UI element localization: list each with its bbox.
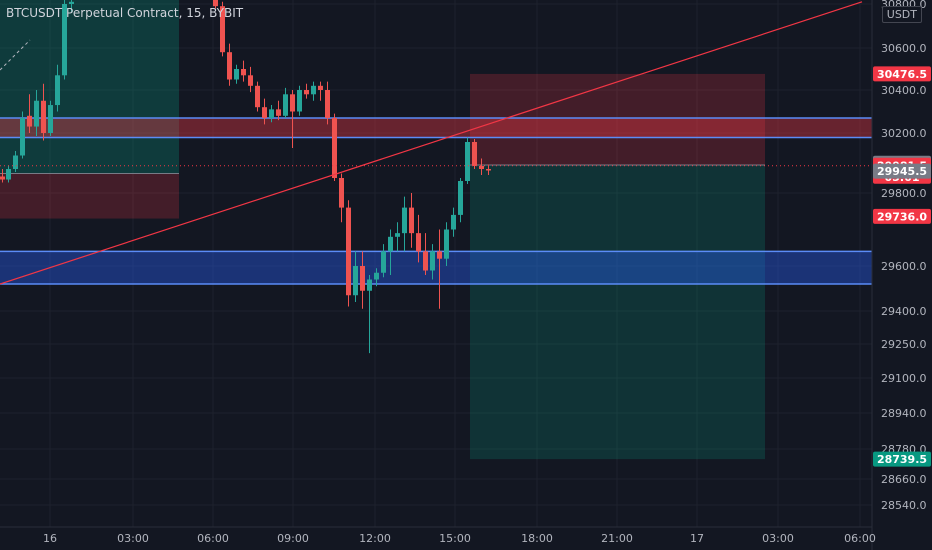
candle-up [48,105,53,133]
candle-down [304,90,309,95]
candle-up [367,279,372,291]
candle-down [213,0,218,7]
candle-up [451,214,456,230]
candle-down [486,169,491,171]
price-label-badge [873,208,931,224]
price-label-text: 29736.0 [877,210,927,223]
candle-up [458,181,463,215]
candle-down [437,251,442,259]
price-tick-label: 29800.0 [881,187,927,200]
candle-down [27,115,32,127]
candle-down [339,178,344,208]
candle-down [360,266,365,291]
candle-down [41,100,46,133]
candle-down [346,207,351,296]
candle-up [283,94,288,116]
time-tick-label: 18:00 [521,532,553,545]
candle-up [69,1,74,4]
candle-down [325,90,330,118]
time-tick-label: 06:00 [844,532,876,545]
candle-down [220,6,225,53]
candle-up [311,85,316,95]
candle-up [20,117,25,156]
old-position-profit-area [0,0,179,174]
candle-down [332,117,337,178]
time-tick-label: 03:00 [762,532,794,545]
candle-down [409,207,414,234]
candle-down [416,233,421,252]
price-axis [872,0,932,550]
price-tick-label: 29100.0 [881,372,927,385]
time-tick-label: 06:00 [197,532,229,545]
candle-up [430,251,435,271]
price-tick-label: 29400.0 [881,305,927,318]
candle-up [353,266,358,296]
candle-up [55,75,60,106]
candle-up [62,4,67,76]
candle-up [374,272,379,280]
candle-down [472,142,477,166]
candle-down [227,52,232,80]
old-position-loss-area [0,173,179,219]
candle-down [479,166,484,169]
candle-down [318,85,323,90]
candle-up [444,229,449,259]
candle-up [395,233,400,237]
time-tick-label: 12:00 [359,532,391,545]
chart-title: BTCUSDT Perpetual Contract, 15, BYBIT [6,6,244,20]
price-label-badge [873,163,931,179]
price-label-text: 30476.5 [877,68,927,81]
price-tick-label: 28660.0 [881,473,927,486]
candle-up [388,236,393,252]
candle-down [241,69,246,76]
trendline [0,1,863,285]
candle-up [465,142,470,181]
candle-down [276,109,281,116]
candle-up [269,109,274,118]
price-label-text: 28739.5 [877,453,927,466]
resistance-zone [0,117,872,138]
price-tick-label: 29600.0 [881,260,927,273]
candle-down [255,85,260,108]
time-tick-label: 15:00 [439,532,471,545]
short-position-stop-area [470,73,765,165]
price-tick-label: 28540.0 [881,499,927,512]
candle-up [6,169,11,180]
price-tick-label: 29250.0 [881,338,927,351]
candle-up [234,69,239,80]
old-position-dashed-line [0,39,31,71]
support-zone [0,251,872,284]
candle-down [0,176,5,180]
price-tick-label: 30800.0 [881,0,927,11]
price-tick-label: 30600.0 [881,42,927,55]
candle-down [423,251,428,271]
price-label-badge [873,66,931,82]
price-label-badge [873,451,931,467]
candle-down [248,75,253,86]
time-tick-label: 21:00 [601,532,633,545]
candle-up [381,251,386,273]
price-tick-label: 28940.0 [881,407,927,420]
short-position-target-area [470,164,765,460]
price-tick-label: 30200.0 [881,127,927,140]
time-tick-label: 09:00 [277,532,309,545]
time-tick-label: 03:00 [117,532,149,545]
candle-up [402,207,407,234]
time-tick-label: 16 [43,532,57,545]
price-label-text: 29945.5 [877,165,927,178]
price-tick-label: 30400.0 [881,84,927,97]
candle-up [34,100,39,127]
candle-up [297,90,302,112]
candle-down [262,107,267,118]
candle-down [290,94,295,112]
currency-unit-button[interactable]: USDT [881,6,922,23]
candle-up [13,155,18,169]
time-tick-label: 17 [690,532,704,545]
